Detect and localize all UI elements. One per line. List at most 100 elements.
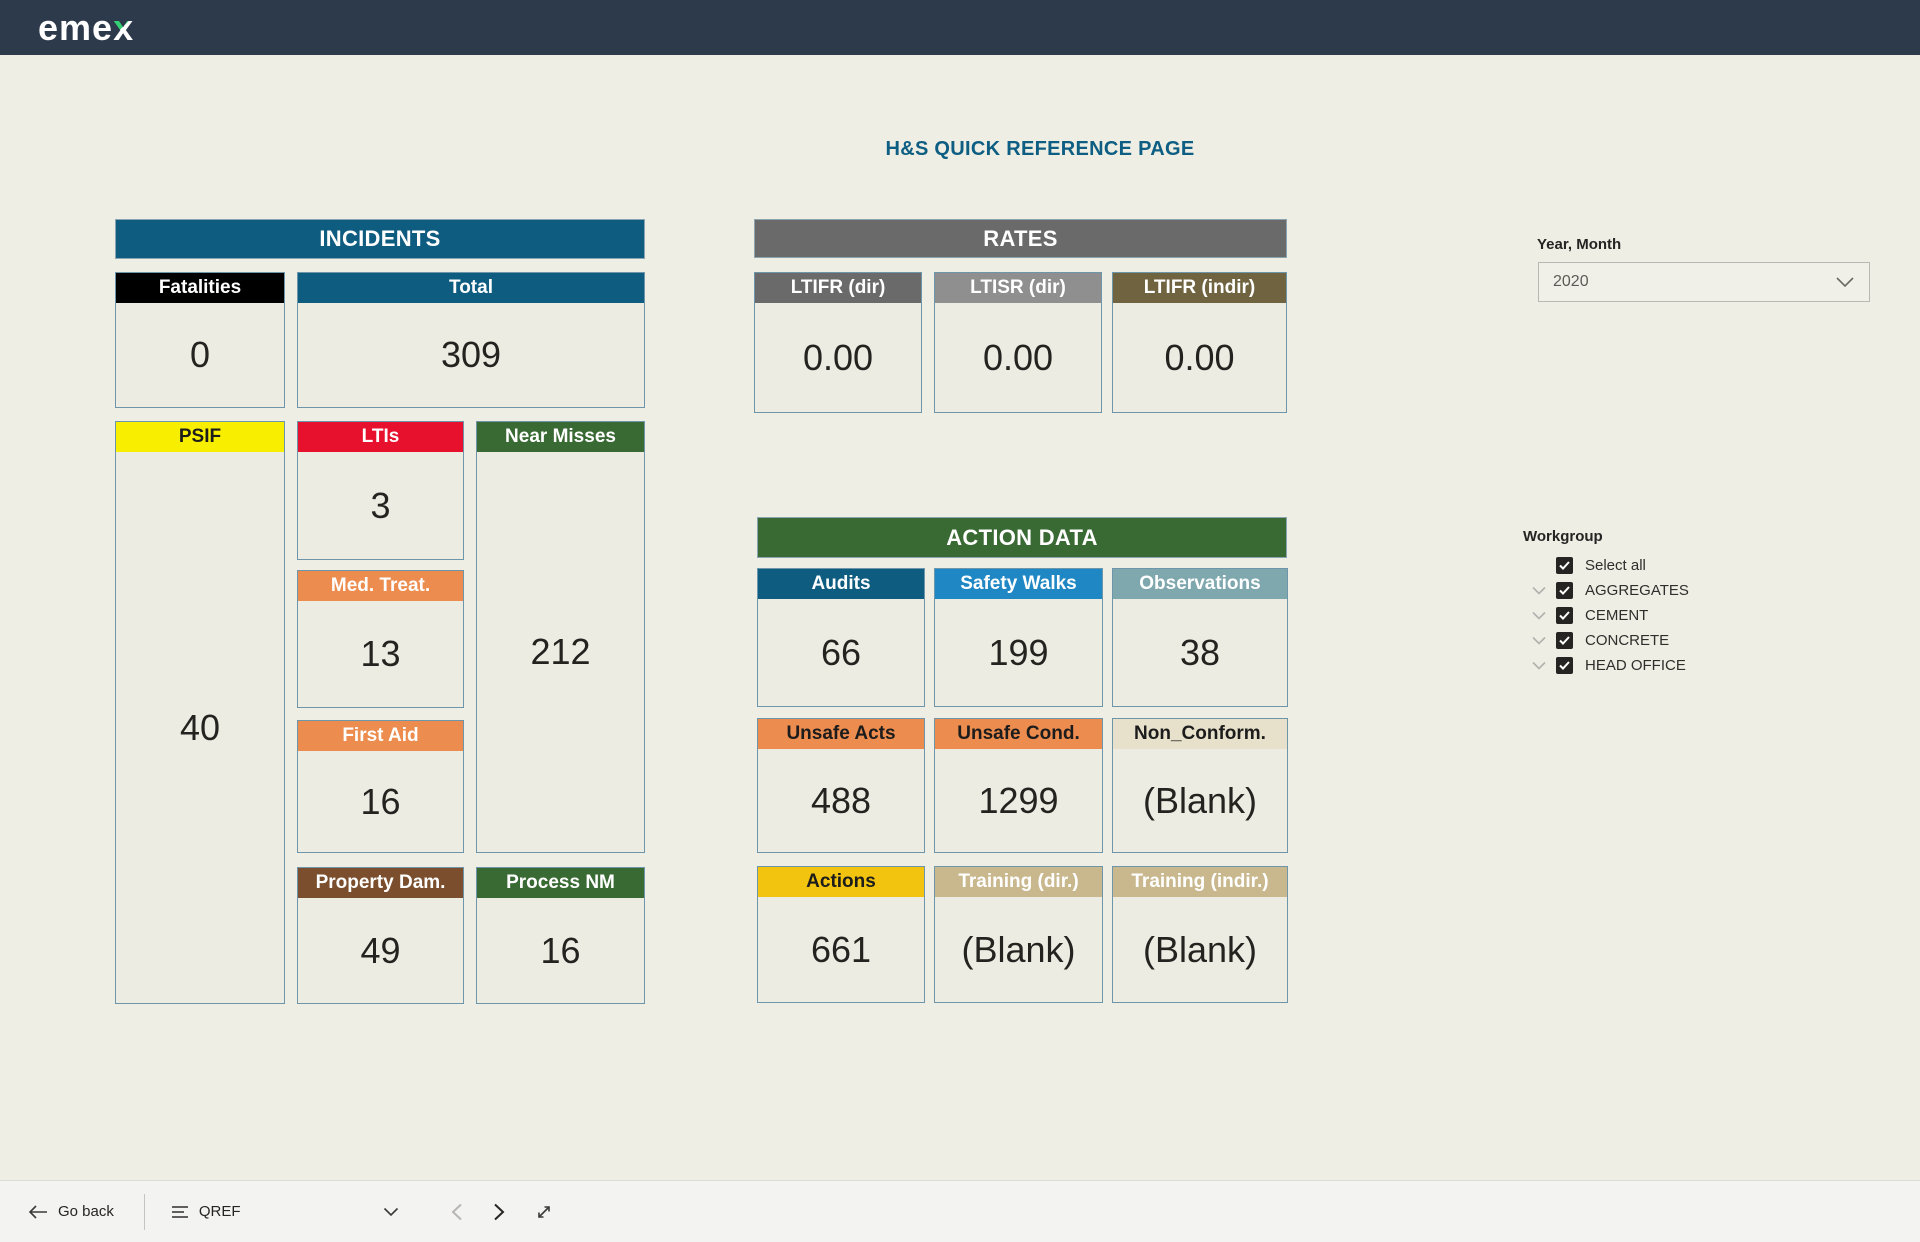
training-indir-card: Training (indir.) (Blank): [1112, 866, 1288, 1003]
footer-bar: Go back QREF: [0, 1180, 1920, 1242]
go-back-label: Go back: [58, 1203, 114, 1220]
chevron-down-icon[interactable]: [1532, 661, 1556, 670]
incidents-section-header: INCIDENTS: [115, 219, 645, 259]
psif-card-value: 40: [179, 706, 221, 748]
property-dam-card-value: 49: [360, 929, 401, 971]
ltifr-indir-card-value: 0.00: [1164, 336, 1235, 378]
emex-logo: emex: [38, 7, 134, 49]
property-dam-card: Property Dam. 49: [297, 867, 464, 1004]
unsafe-cond-card-header: Unsafe Cond.: [935, 719, 1102, 749]
fit-to-screen-button[interactable]: [535, 1203, 553, 1221]
psif-card: PSIF 40: [115, 421, 285, 1004]
psif-card-header: PSIF: [116, 422, 284, 452]
logo-prefix: eme: [38, 6, 114, 48]
safety-walks-card: Safety Walks 199: [934, 568, 1103, 707]
year-month-slicer-label: Year, Month: [1537, 236, 1622, 253]
ltis-card-value: 3: [370, 484, 391, 526]
observations-card-header: Observations: [1113, 569, 1287, 599]
med-treat-card-header: Med. Treat.: [298, 571, 463, 601]
near-misses-card: Near Misses 212: [476, 421, 645, 853]
audits-card-value: 66: [820, 631, 862, 673]
page-selector-dropdown[interactable]: QREF: [171, 1203, 399, 1220]
unsafe-cond-card-value: 1299: [978, 779, 1059, 821]
audits-card: Audits 66: [757, 568, 925, 707]
near-misses-card-header: Near Misses: [477, 422, 644, 452]
process-nm-card-header: Process NM: [477, 868, 644, 898]
safety-walks-card-header: Safety Walks: [935, 569, 1102, 599]
workgroup-item-concrete[interactable]: CONCRETE: [1532, 628, 1689, 653]
action-data-section-header: ACTION DATA: [757, 517, 1287, 558]
workgroup-list: Select all AGGREGATES CEMENT: [1532, 553, 1689, 678]
non-conform-card-value: (Blank): [1142, 779, 1258, 821]
workgroup-item-aggregates[interactable]: AGGREGATES: [1532, 578, 1689, 603]
chevron-down-icon: [1835, 276, 1855, 288]
rates-section-header: RATES: [754, 219, 1287, 258]
ltis-card-header: LTIs: [298, 422, 463, 452]
workgroup-item-cement[interactable]: CEMENT: [1532, 603, 1689, 628]
process-nm-card: Process NM 16: [476, 867, 645, 1004]
next-page-button[interactable]: [493, 1203, 505, 1221]
chevron-down-icon: [383, 1207, 399, 1217]
total-card-value: 309: [440, 334, 502, 375]
training-indir-card-value: (Blank): [1142, 928, 1258, 970]
year-month-selected-value: 2020: [1553, 273, 1589, 290]
first-aid-card: First Aid 16: [297, 720, 464, 853]
workgroup-item-label[interactable]: AGGREGATES: [1585, 582, 1689, 599]
training-indir-card-header: Training (indir.): [1113, 867, 1287, 897]
total-card: Total 309: [297, 272, 645, 408]
workgroup-item-label[interactable]: CEMENT: [1585, 607, 1649, 624]
observations-card: Observations 38: [1112, 568, 1288, 707]
go-back-button[interactable]: Go back: [28, 1203, 114, 1220]
ltisr-dir-card-value: 0.00: [982, 336, 1054, 378]
safety-walks-card-value: 199: [988, 631, 1049, 673]
previous-page-button[interactable]: [451, 1203, 463, 1221]
logo-accent: x: [113, 6, 135, 48]
checkbox-checked-icon[interactable]: [1556, 607, 1573, 624]
ltis-card: LTIs 3: [297, 421, 464, 560]
actions-card-header: Actions: [758, 867, 924, 897]
chevron-down-icon[interactable]: [1532, 636, 1556, 645]
med-treat-card: Med. Treat. 13: [297, 570, 464, 708]
ltifr-dir-card-header: LTIFR (dir): [755, 273, 921, 303]
training-dir-card: Training (dir.) (Blank): [934, 866, 1103, 1003]
first-aid-card-header: First Aid: [298, 721, 463, 751]
first-aid-card-value: 16: [360, 780, 401, 822]
workgroup-item-head-office[interactable]: HEAD OFFICE: [1532, 653, 1689, 678]
training-dir-card-header: Training (dir.): [935, 867, 1102, 897]
workgroup-item-label[interactable]: Select all: [1585, 557, 1646, 574]
fatalities-card-header: Fatalities: [116, 273, 284, 303]
workgroup-item-select-all[interactable]: Select all: [1532, 553, 1689, 578]
property-dam-card-header: Property Dam.: [298, 868, 463, 898]
checkbox-checked-icon[interactable]: [1556, 557, 1573, 574]
top-bar: emex: [0, 0, 1920, 55]
checkbox-checked-icon[interactable]: [1556, 657, 1573, 674]
actions-card: Actions 661: [757, 866, 925, 1003]
unsafe-acts-card-value: 488: [810, 779, 872, 821]
workgroup-slicer-label: Workgroup: [1523, 528, 1603, 545]
checkbox-checked-icon[interactable]: [1556, 582, 1573, 599]
process-nm-card-value: 16: [540, 929, 581, 971]
ltifr-indir-card: LTIFR (indir) 0.00: [1112, 272, 1287, 413]
pages-icon: [171, 1205, 189, 1219]
ltifr-dir-card: LTIFR (dir) 0.00: [754, 272, 922, 413]
total-card-header: Total: [298, 273, 644, 303]
page-title: H&S QUICK REFERENCE PAGE: [885, 138, 1195, 160]
workgroup-item-label[interactable]: HEAD OFFICE: [1585, 657, 1686, 674]
non-conform-card-header: Non_Conform.: [1113, 719, 1287, 749]
ltisr-dir-card-header: LTISR (dir): [935, 273, 1101, 303]
chevron-down-icon[interactable]: [1532, 586, 1556, 595]
year-month-dropdown[interactable]: 2020: [1538, 262, 1870, 302]
non-conform-card: Non_Conform. (Blank): [1112, 718, 1288, 853]
workgroup-item-label[interactable]: CONCRETE: [1585, 632, 1670, 649]
observations-card-value: 38: [1179, 631, 1221, 673]
page-selector-label: QREF: [198, 1203, 241, 1220]
footer-divider: [143, 1193, 145, 1230]
near-misses-card-value: 212: [530, 631, 591, 672]
training-dir-card-value: (Blank): [961, 928, 1076, 970]
arrow-left-icon: [28, 1204, 48, 1219]
unsafe-cond-card: Unsafe Cond. 1299: [934, 718, 1103, 853]
checkbox-checked-icon[interactable]: [1556, 632, 1573, 649]
chevron-down-icon[interactable]: [1532, 611, 1556, 620]
med-treat-card-value: 13: [360, 633, 401, 674]
